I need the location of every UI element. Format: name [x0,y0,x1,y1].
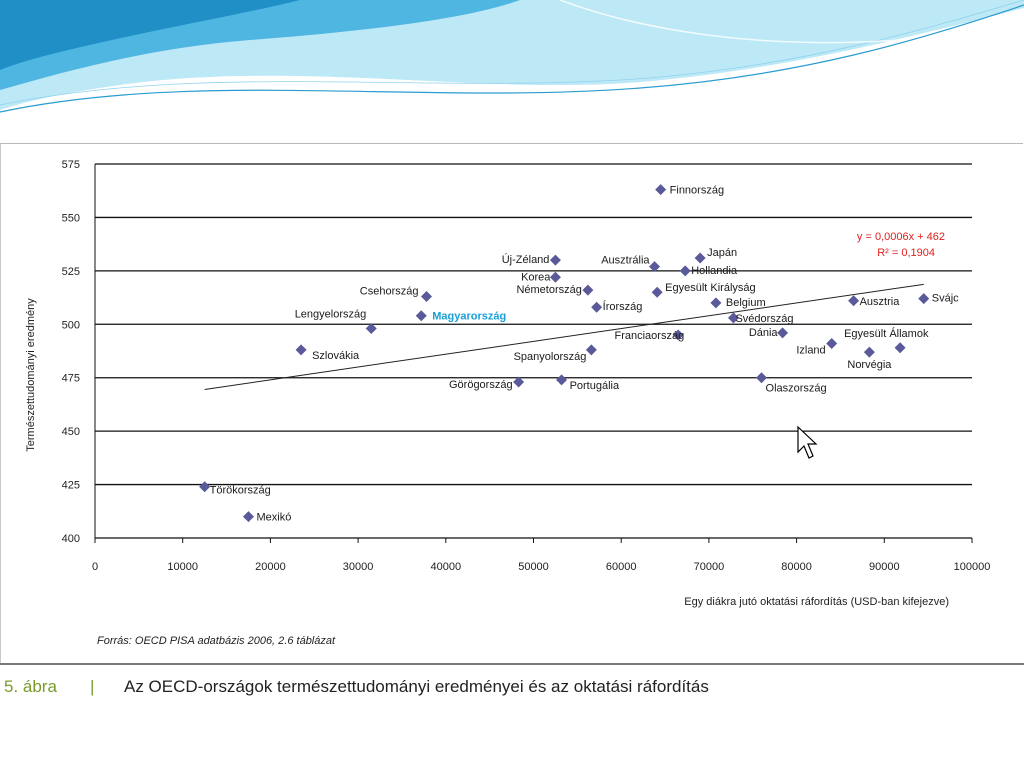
data-point-label: Egyesült Államok [844,327,929,340]
data-point-label: Japán [707,247,737,259]
data-point-marker [365,323,377,335]
data-point-marker [826,338,838,350]
data-point-label: Törökország [210,485,271,497]
mouse-cursor-icon [797,425,818,459]
x-tick-label: 70000 [694,561,725,573]
figure-number: 5. ábra [4,677,57,696]
data-point-label: Franciaország [615,330,685,342]
data-point-label: Új-Zéland [502,253,550,266]
x-tick-label: 10000 [167,561,198,573]
y-tick-label: 425 [62,480,80,492]
figure-frame [0,143,1023,664]
data-point-label: Németország [516,284,581,296]
data-point-marker [655,184,667,196]
data-point-marker [421,291,433,303]
data-point-marker [549,271,561,283]
y-tick-label: 475 [62,373,80,385]
data-point-marker [549,254,561,266]
data-point-label: Hollandia [691,265,738,277]
x-tick-label: 40000 [431,561,462,573]
data-point-label: Ausztria [860,296,901,308]
data-point-marker [894,342,906,354]
data-point-marker [242,511,254,523]
y-tick-label: 575 [62,159,80,171]
data-point-label: Lengyelország [295,309,367,321]
header-wave-decoration [0,0,1024,113]
data-point-marker [199,481,211,493]
data-point-label: Mexikó [256,512,291,524]
data-point-marker [295,344,307,356]
data-point-label: Csehország [360,286,419,298]
data-point-marker [591,301,603,313]
x-tick-label: 0 [92,561,98,573]
x-tick-label: 90000 [869,561,900,573]
x-tick-label: 100000 [954,561,991,573]
x-tick-label: 50000 [518,561,549,573]
x-tick-label: 20000 [255,561,286,573]
data-point-marker [672,329,684,341]
data-point-marker [710,297,722,309]
y-tick-label: 550 [62,212,80,224]
data-point-label: Portugália [570,380,620,392]
data-point-marker [649,261,661,273]
x-axis-title: Egy diákra jutó oktatási ráfordítás (USD… [684,596,949,608]
data-point-marker [415,310,427,322]
data-point-marker [556,374,568,386]
y-tick-label: 400 [62,533,80,545]
y-tick-label: 525 [62,266,80,278]
x-tick-label: 30000 [343,561,374,573]
x-tick-label: 80000 [781,561,812,573]
data-point-marker [848,295,860,307]
data-point-marker [582,284,594,296]
data-point-label: Magyarország [432,311,506,323]
data-point-label: Dánia [749,327,779,339]
source-note: Forrás: OECD PISA adatbázis 2006, 2.6 tá… [97,635,336,647]
data-point-label: Izland [796,345,825,357]
data-point-marker [694,252,706,264]
data-point-marker [918,293,930,305]
data-point-marker [513,376,525,388]
y-axis-title: Természettudományi eredmény [25,298,37,452]
caption-separator: | [90,677,95,696]
data-point-label: Svájc [932,293,959,305]
trendline [204,283,924,390]
data-point-marker [679,265,691,277]
data-point-label: Görögország [449,379,513,391]
data-point-label: Spanyolország [514,351,587,363]
y-tick-label: 450 [62,426,80,438]
data-point-label: Ausztrália [601,255,650,267]
x-tick-label: 60000 [606,561,637,573]
figure-caption: Az OECD-országok természettudományi ered… [124,677,709,696]
data-point-label: Szlovákia [312,350,360,362]
trendline-equation: y = 0,0006x + 462 [857,231,945,243]
data-point-label: Svédország [735,313,793,325]
data-point-label: Írország [603,300,643,313]
data-point-marker [727,312,739,324]
trendline-r-squared: R² = 0,1904 [877,247,935,259]
data-point-label: Finnország [670,185,724,197]
y-tick-label: 500 [62,319,80,331]
data-point-label: Korea [521,271,551,283]
data-point-label: Norvégia [847,359,892,371]
data-point-label: Olaszország [766,383,827,395]
data-point-label: Belgium [726,297,766,309]
data-point-marker [863,346,875,358]
data-point-label: Egyesült Királyság [665,282,756,294]
data-point-marker [756,372,768,384]
data-point-marker [777,327,789,339]
data-point-marker [585,344,597,356]
data-point-marker [651,286,663,298]
caption-divider [0,663,1024,665]
